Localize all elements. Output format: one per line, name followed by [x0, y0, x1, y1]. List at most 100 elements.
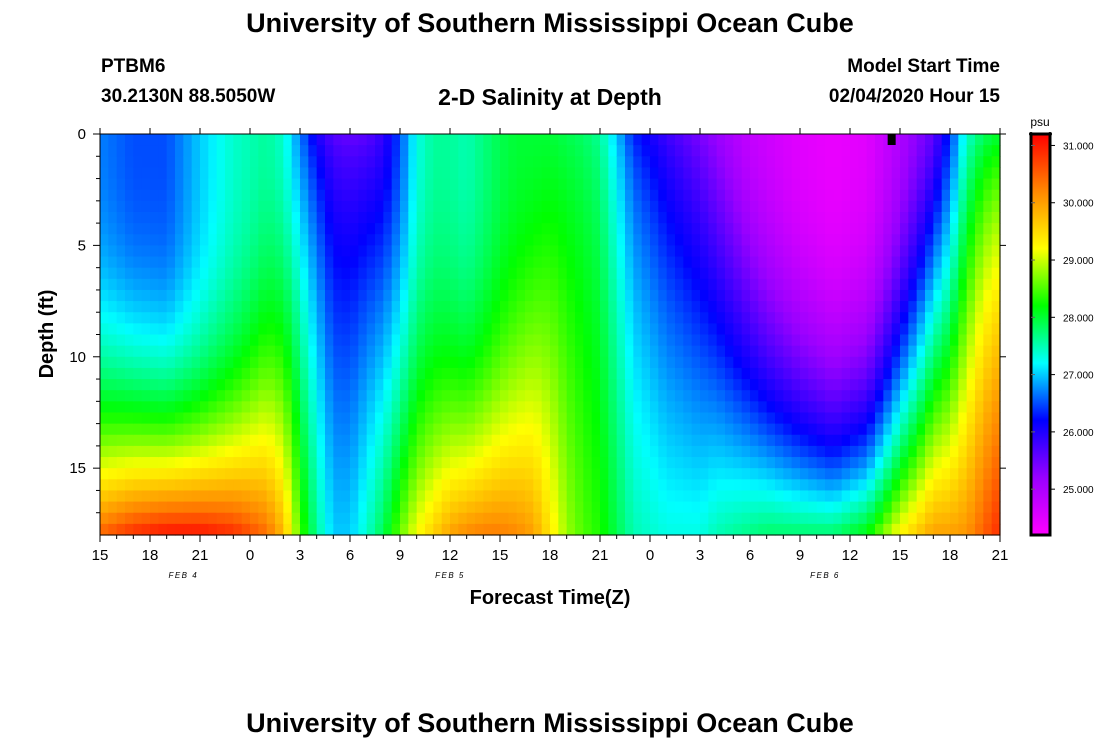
heatmap-cell	[716, 278, 726, 291]
heatmap-cell	[558, 345, 568, 358]
heatmap-cell	[916, 523, 926, 536]
heatmap-cell	[366, 490, 376, 503]
heatmap-cell	[816, 457, 826, 469]
heatmap-cell	[541, 356, 551, 369]
heatmap-cell	[583, 434, 593, 447]
heatmap-cell	[858, 256, 868, 269]
heatmap-cell	[575, 412, 584, 425]
heatmap-cell	[366, 345, 376, 358]
heatmap-cell	[100, 367, 109, 380]
heatmap-cell	[250, 289, 259, 302]
heatmap-cell	[758, 334, 768, 347]
heatmap-cell	[500, 211, 509, 224]
heatmap-cell	[175, 490, 184, 503]
heatmap-cell	[750, 245, 759, 258]
heatmap-cell	[883, 301, 893, 313]
heatmap-cell	[725, 323, 734, 336]
heatmap-cell	[266, 301, 276, 313]
heatmap-cell	[650, 156, 659, 169]
heatmap-cell	[450, 278, 459, 291]
heatmap-cell	[625, 167, 634, 180]
heatmap-cell	[825, 223, 834, 235]
heatmap-cell	[791, 234, 801, 246]
heatmap-cell	[858, 145, 868, 157]
heatmap-cell	[525, 178, 534, 191]
heatmap-cell	[433, 356, 443, 369]
heatmap-cell	[475, 334, 484, 347]
heatmap-cell	[508, 323, 518, 336]
heatmap-cell	[508, 523, 518, 536]
heatmap-cell	[925, 245, 934, 258]
heatmap-cell	[508, 245, 518, 258]
heatmap-cell	[525, 345, 534, 358]
heatmap-cell	[883, 256, 893, 269]
heatmap-cell	[800, 301, 809, 313]
heatmap-cell	[333, 156, 343, 169]
heatmap-cell	[583, 401, 593, 414]
heatmap-cell	[258, 178, 268, 191]
heatmap-cell	[716, 501, 726, 514]
heatmap-cell	[508, 256, 518, 269]
heatmap-cell	[800, 412, 809, 425]
heatmap-cell	[633, 345, 643, 358]
heatmap-cell	[558, 523, 568, 536]
heatmap-cell	[208, 312, 218, 324]
heatmap-cell	[566, 189, 576, 202]
heatmap-cell	[858, 512, 868, 525]
heatmap-cell	[225, 390, 234, 402]
heatmap-cell	[575, 390, 584, 402]
heatmap-cell	[758, 523, 768, 536]
heatmap-cell	[841, 523, 851, 536]
heatmap-cell	[250, 345, 259, 358]
heatmap-cell	[391, 278, 401, 291]
heatmap-cell	[608, 167, 618, 180]
heatmap-cell	[925, 267, 934, 280]
heatmap-cell	[633, 167, 643, 180]
heatmap-cell	[833, 156, 843, 169]
heatmap-cell	[783, 178, 793, 191]
heatmap-cell	[991, 200, 1001, 213]
heatmap-cell	[900, 401, 909, 414]
heatmap-cell	[683, 267, 693, 280]
heatmap-cell	[883, 267, 893, 280]
heatmap-cell	[141, 501, 151, 514]
heatmap-cell	[366, 200, 376, 213]
heatmap-cell	[316, 379, 326, 391]
heatmap-cell	[916, 490, 926, 503]
heatmap-cell	[800, 134, 809, 146]
heatmap-cell	[250, 334, 259, 347]
heatmap-cell	[408, 267, 418, 280]
heatmap-cell	[175, 379, 184, 391]
heatmap-cell	[950, 412, 959, 425]
heatmap-cell	[308, 345, 318, 358]
heatmap-cell	[900, 145, 909, 157]
heatmap-cell	[475, 412, 484, 425]
heatmap-cell	[641, 156, 651, 169]
heatmap-cell	[150, 356, 159, 369]
heatmap-cell	[350, 379, 359, 391]
heatmap-cell	[666, 145, 676, 157]
top-title: University of Southern Mississippi Ocean…	[246, 8, 854, 38]
heatmap-cell	[608, 223, 618, 235]
heatmap-cell	[716, 512, 726, 525]
heatmap-cell	[758, 245, 768, 258]
heatmap-cell	[558, 134, 568, 146]
x-tick-label: 15	[92, 547, 109, 564]
heatmap-cell	[883, 178, 893, 191]
heatmap-cell	[433, 323, 443, 336]
heatmap-cell	[725, 334, 734, 347]
heatmap-cell	[600, 178, 609, 191]
heatmap-cell	[383, 256, 393, 269]
heatmap-cell	[666, 434, 676, 447]
heatmap-cell	[208, 267, 218, 280]
heatmap-cell	[241, 189, 251, 202]
heatmap-cell	[375, 156, 384, 169]
heatmap-cell	[641, 323, 651, 336]
heatmap-cell	[541, 334, 551, 347]
heatmap-cell	[200, 189, 209, 202]
heatmap-cell	[766, 379, 776, 391]
heatmap-cell	[508, 445, 518, 458]
heatmap-cell	[483, 390, 493, 402]
heatmap-cell	[600, 501, 609, 514]
heatmap-cell	[458, 523, 468, 536]
